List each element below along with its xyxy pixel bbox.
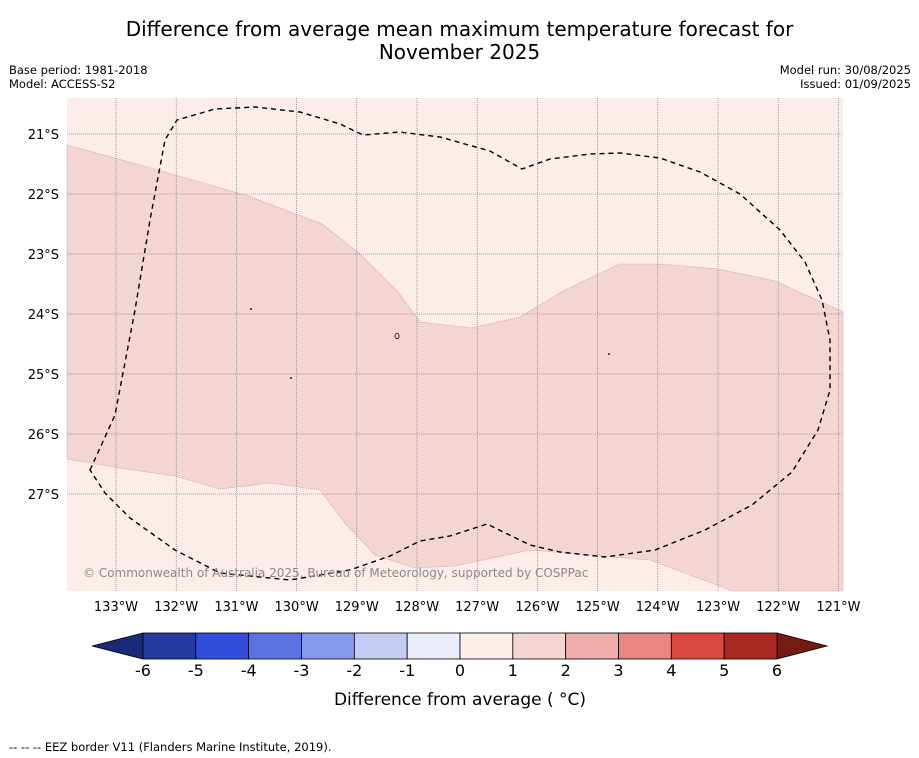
colorbar [91,632,829,660]
colorbar-tick-label: 5 [719,661,729,680]
lat-label: 26°S [28,428,59,443]
colorbar-segment [670,632,725,660]
lon-label: 125°W [576,600,620,615]
colorbar-segment [459,632,514,660]
colorbar-tick-label: -4 [241,661,257,680]
meta-left: Base period: 1981-2018 Model: ACCESS-S2 [9,63,148,91]
colorbar-tick-label: 4 [666,661,676,680]
model-name: Model: ACCESS-S2 [9,77,116,91]
colorbar-segment [301,632,355,660]
lat-label: 21°S [28,128,59,143]
eez-border [89,106,831,581]
colorbar-tick-label: 3 [613,661,623,680]
lon-label: 121°W [816,600,860,615]
map-title: Difference from average mean maximum tem… [0,18,919,64]
lon-label: 132°W [154,600,198,615]
model-run: Model run: 30/08/2025 [779,63,911,77]
lon-label: 127°W [455,600,499,615]
title-line-2: November 2025 [378,40,541,64]
latitude-labels: 21°S 22°S 23°S 24°S 25°S 26°S 27°S [28,128,59,503]
longitude-labels: 133°W 132°W 131°W 130°W 129°W 128°W 127°W 126°W… [94,600,861,615]
lon-label: 126°W [515,600,559,615]
lat-label: 23°S [28,248,59,263]
island [394,332,400,339]
colorbar-under-arrow [91,632,144,660]
title-line-1: Difference from average mean maximum tem… [125,17,794,41]
copyright-text: © Commonwealth of Australia 2025, Bureau… [83,566,588,580]
island [289,377,293,379]
colorbar-tick-labels: -6 -5 -4 -3 -2 -1 0 1 2 3 4 5 6 [135,661,782,680]
colorbar-tick-label: -3 [294,661,310,680]
island [607,353,611,355]
lon-label: 133°W [94,600,138,615]
colorbar-segment [723,632,778,660]
map-gridlines [67,98,843,591]
footer-note: -- -- -- EEZ border V11 (Flanders Marine… [9,740,332,754]
lat-label: 27°S [28,488,59,503]
colorbar-segment [353,632,408,660]
islands [249,308,611,379]
colorbar-tick-label: 2 [561,661,571,680]
lon-label: 123°W [696,600,740,615]
base-period: Base period: 1981-2018 [9,63,148,77]
colorbar-over-arrow [776,632,829,660]
anomaly-band-1-2 [66,144,844,592]
lon-label: 131°W [214,600,258,615]
colorbar-label: Difference from average ( °C) [334,690,586,710]
lon-label: 124°W [636,600,680,615]
lat-label: 25°S [28,368,59,383]
lon-label: 128°W [395,600,439,615]
map-panel: © Commonwealth of Australia 2025, Bureau… [66,98,844,592]
lon-label: 130°W [275,600,319,615]
lat-label: 22°S [28,188,59,203]
lat-label: 24°S [28,308,59,323]
colorbar-tick-label: 0 [455,661,465,680]
issued-date: Issued: 01/09/2025 [800,77,911,91]
colorbar-tick-label: 1 [508,661,518,680]
colorbar-segment [565,632,619,660]
colorbar-tick-label: -1 [399,661,415,680]
colorbar-segment [512,632,567,660]
lon-label: 122°W [756,600,800,615]
colorbar-segment [406,632,461,660]
colorbar-tick-label: 6 [772,661,782,680]
colorbar-segment [195,632,250,660]
colorbar-tick-label: -2 [346,661,362,680]
island [249,308,253,310]
meta-right: Model run: 30/08/2025 Issued: 01/09/2025 [780,63,911,91]
colorbar-tick-label: -6 [135,661,151,680]
colorbar-segment [142,632,197,660]
colorbar-segment [618,632,672,660]
lon-label: 129°W [335,600,379,615]
colorbar-segment [248,632,302,660]
colorbar-tick-label: -5 [188,661,204,680]
